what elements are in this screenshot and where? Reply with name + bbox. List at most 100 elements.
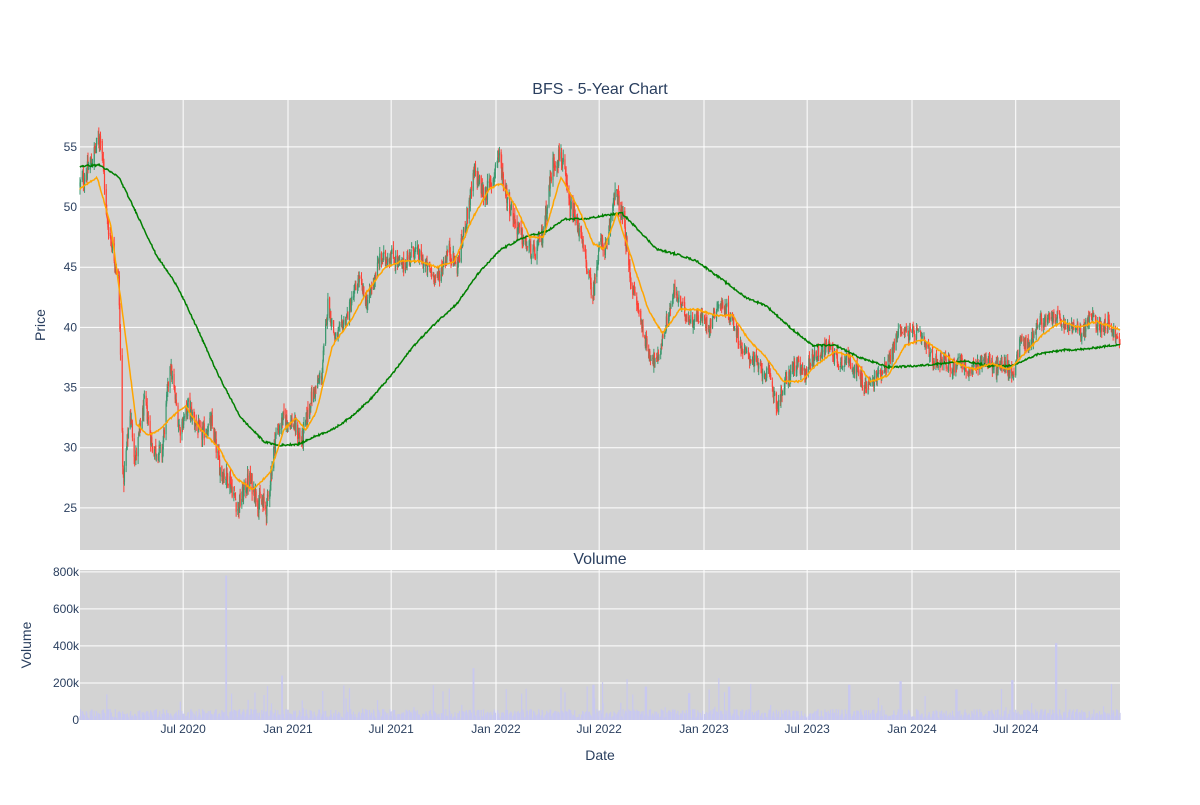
candle-up xyxy=(852,368,854,372)
candle-up xyxy=(469,189,471,206)
volume-bar xyxy=(219,716,221,720)
volume-bar xyxy=(670,711,672,720)
candle-up xyxy=(496,160,498,164)
candle-up xyxy=(853,364,856,373)
candle-up xyxy=(570,202,572,209)
candle-up xyxy=(616,189,618,191)
volume-bar xyxy=(83,715,86,720)
candle-up xyxy=(1015,364,1017,376)
price-tick-label: 30 xyxy=(64,441,78,455)
candle-down xyxy=(564,159,566,170)
candle-down xyxy=(101,140,103,154)
candle-up xyxy=(357,278,359,288)
candle-down xyxy=(233,490,236,492)
volume-bar xyxy=(861,714,864,720)
date-tick-label: Jul 2022 xyxy=(576,722,622,736)
volume-bar xyxy=(378,709,380,720)
volume-bar xyxy=(1017,711,1019,720)
candle-up xyxy=(462,227,465,236)
volume-bar xyxy=(274,709,277,720)
candle-up xyxy=(488,181,490,184)
candle-up xyxy=(1016,354,1018,359)
volume-bar xyxy=(294,710,297,720)
volume-bar xyxy=(155,709,157,720)
volume-bar xyxy=(323,711,325,720)
volume-bar xyxy=(633,709,635,720)
candle-up xyxy=(162,447,164,458)
candle-up xyxy=(79,182,81,187)
candle-up xyxy=(754,355,756,363)
candle-down xyxy=(584,249,587,255)
volume-bar xyxy=(654,711,656,720)
candle-down xyxy=(703,315,706,321)
candle-up xyxy=(1100,321,1102,332)
volume-bar xyxy=(682,710,684,720)
candle-down xyxy=(697,315,699,321)
candle-up xyxy=(258,503,260,513)
candle-down xyxy=(286,415,288,421)
candle-down xyxy=(155,445,157,456)
candle-down xyxy=(450,256,452,262)
candle-up xyxy=(783,387,785,394)
volume-bar xyxy=(809,713,812,720)
candle-down xyxy=(601,237,604,247)
candle-up xyxy=(210,418,212,430)
candle-up xyxy=(1088,314,1090,325)
candle-down xyxy=(804,378,807,380)
candle-down xyxy=(226,473,229,486)
candle-down xyxy=(449,253,452,257)
candle-down xyxy=(396,254,399,264)
candle-down xyxy=(90,157,92,164)
volume-bar xyxy=(594,713,596,720)
candle-down xyxy=(420,250,422,257)
candle-down xyxy=(163,429,165,435)
candle-up xyxy=(493,177,495,179)
candle-down xyxy=(602,244,604,251)
candle-up xyxy=(381,260,383,264)
candle-up xyxy=(348,301,351,321)
candle-down xyxy=(218,451,220,460)
volume-bar xyxy=(454,715,457,720)
volume-bar xyxy=(530,709,532,720)
candle-down xyxy=(263,497,265,504)
volume-bar xyxy=(473,668,475,720)
volume-bar xyxy=(1069,709,1071,720)
volume-bar xyxy=(379,712,381,720)
candle-down xyxy=(568,189,570,199)
volume-bar xyxy=(893,713,895,720)
candle-up xyxy=(597,250,600,261)
candle-up xyxy=(242,489,245,500)
candle-down xyxy=(514,214,516,223)
candle-up xyxy=(415,247,417,249)
volume-bar xyxy=(981,714,983,720)
volume-bar xyxy=(163,713,165,720)
candle-down xyxy=(1080,327,1082,338)
volume-bar xyxy=(698,712,700,720)
candle-down xyxy=(975,365,977,369)
candle-down xyxy=(786,376,788,384)
volume-bar xyxy=(708,689,710,720)
candle-up xyxy=(839,366,841,368)
candle-down xyxy=(719,304,722,306)
candle-up xyxy=(270,471,272,486)
candle-up xyxy=(981,359,983,367)
volume-bar xyxy=(761,712,763,720)
volume-bar xyxy=(856,710,858,720)
candle-up xyxy=(532,248,534,258)
volume-bar xyxy=(101,710,103,720)
volume-bar xyxy=(1113,711,1115,720)
candle-down xyxy=(851,367,853,371)
volume-bar xyxy=(933,714,935,720)
volume-bar xyxy=(235,710,237,720)
candle-up xyxy=(790,370,792,378)
candle-down xyxy=(431,271,433,277)
volume-bar xyxy=(99,713,101,720)
candle-down xyxy=(617,193,620,197)
volume-bar xyxy=(368,709,371,720)
candle-up xyxy=(734,328,736,330)
candle-down xyxy=(722,302,724,308)
candle-up xyxy=(1043,322,1045,328)
candle-down xyxy=(809,364,812,367)
candle-down xyxy=(760,366,763,370)
candle-down xyxy=(590,282,592,296)
